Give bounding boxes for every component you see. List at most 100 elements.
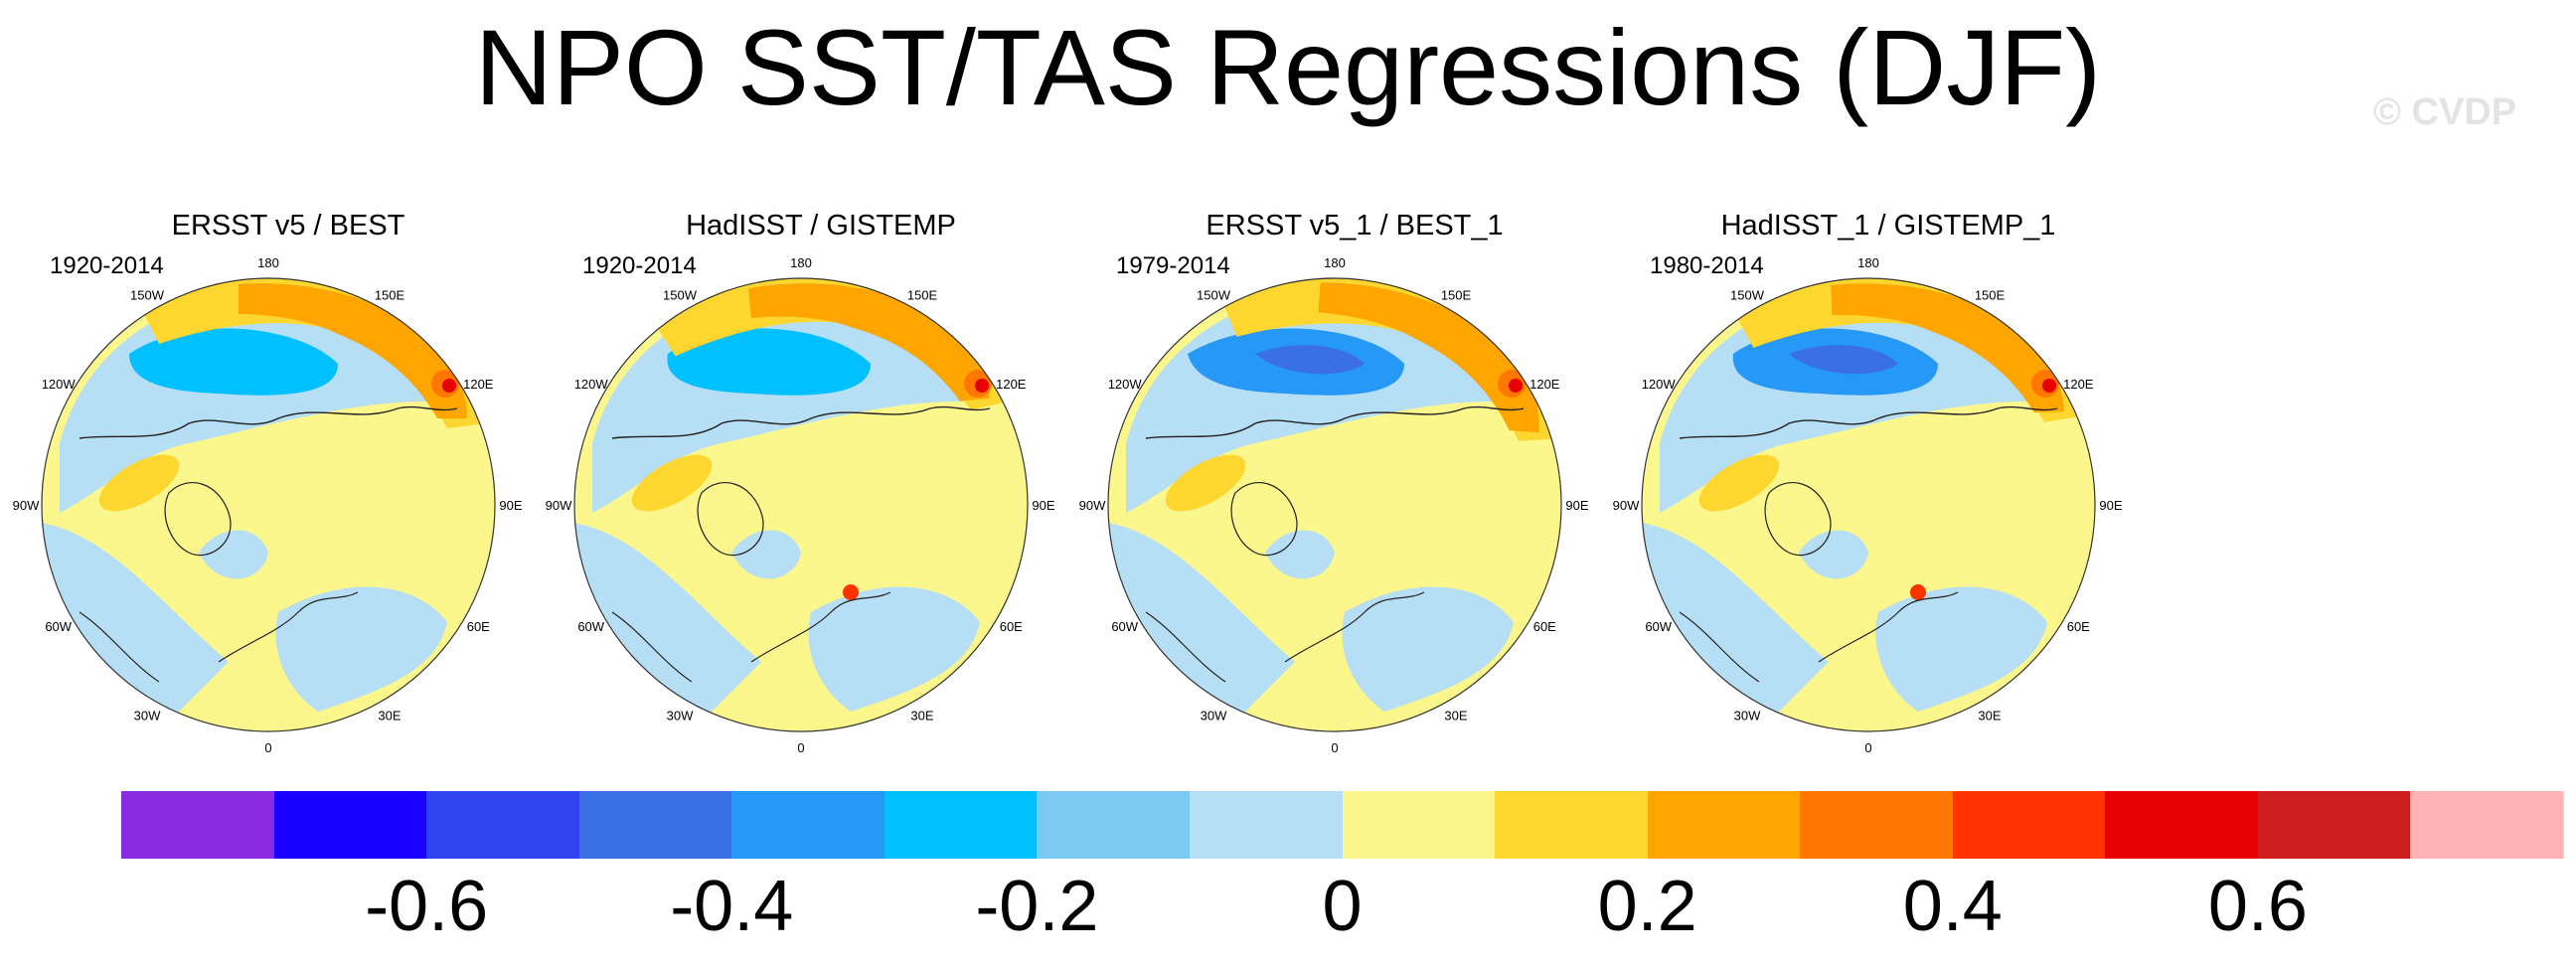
colorbar-tick-label: 0 <box>1322 867 1363 946</box>
coastline-europe <box>750 591 891 663</box>
map-field <box>574 278 1028 731</box>
longitude-label: 90E <box>2099 498 2122 513</box>
colorbar-swatch <box>1495 791 1649 859</box>
longitude-label: 180 <box>257 255 279 270</box>
longitude-label: 30W <box>1201 708 1227 723</box>
field-light-blue-arctic <box>199 530 268 579</box>
longitude-label: 90W <box>1613 498 1640 513</box>
longitude-label: 90E <box>1032 498 1054 513</box>
colorbar-swatch <box>1189 791 1344 859</box>
map-outline <box>1107 277 1562 732</box>
colorbar-swatch <box>121 791 275 859</box>
coastline-africa <box>611 611 693 683</box>
field-light-blue-arctic <box>1799 530 1868 579</box>
longitude-label: 90E <box>1565 498 1588 513</box>
longitude-label: 120E <box>1530 377 1560 392</box>
field-orange-america <box>98 454 180 512</box>
longitude-label: 60W <box>1111 619 1138 634</box>
field-light-blue-europe <box>275 586 447 712</box>
field-blue-band <box>129 328 338 396</box>
field-blue-band <box>667 328 871 396</box>
map-outline <box>41 277 496 732</box>
field-red-core <box>975 379 989 393</box>
field-deep-blue-core <box>1255 345 1365 375</box>
polar-map: 180 150E 120E 90E 60E 30E 0 30W 60W 90W 120W 150W <box>1079 255 1589 755</box>
map-panel-hadisst-gistemp-1: HadISST_1 / GISTEMP_1 1980-2014 180 150E 1… <box>1613 195 2157 755</box>
field-orange-band <box>1318 282 1539 433</box>
field-red-core <box>442 379 456 393</box>
coastline-greenland <box>1764 482 1832 557</box>
longitude-label: 150W <box>663 288 698 303</box>
field-light-blue-arctic <box>731 530 801 579</box>
panel-title: HadISST_1 / GISTEMP_1 <box>1720 210 2056 241</box>
colorbar <box>121 791 2564 859</box>
field-red-core <box>2042 379 2056 393</box>
coastline-africa <box>1679 611 1760 683</box>
field-red-europe <box>1910 584 1926 600</box>
longitude-label: 30W <box>1734 708 1761 723</box>
longitude-label: 0 <box>797 740 804 755</box>
longitude-label: 60E <box>1533 619 1556 634</box>
coastline-africa <box>1145 611 1226 683</box>
colorbar-swatch <box>2410 791 2564 859</box>
longitude-label: 150W <box>1197 288 1231 303</box>
colorbar-swatch <box>1342 791 1497 859</box>
coastline-greenland <box>1230 482 1298 557</box>
field-red-core <box>1509 379 1523 393</box>
map-panel-hadisst-gistemp: HadISST / GISTEMP 1920-2014 180 150E 120E 9… <box>546 195 1089 755</box>
coastline-africa <box>79 611 160 683</box>
longitude-label: 60W <box>577 619 604 634</box>
panel-years: 1979-2014 <box>1116 252 1230 279</box>
colorbar-swatch <box>426 791 580 859</box>
polar-map: 180 150E 120E 90E 60E 30E 0 30W 60W 90W 120W 150W <box>546 255 1055 755</box>
longitude-label: 120E <box>996 377 1027 392</box>
colorbar-swatch <box>273 791 428 859</box>
map-outline <box>1641 277 2096 732</box>
coastline-europe <box>218 591 359 663</box>
colorbar-swatch <box>578 791 733 859</box>
longitude-label: 30W <box>667 708 694 723</box>
field-orange-america <box>1698 454 1780 512</box>
longitude-label: 60E <box>467 619 490 634</box>
panel-years: 1920-2014 <box>50 252 164 279</box>
coastline-arctic-rim <box>1145 405 1525 439</box>
polar-map: 180 150E 120E 90E 60E 30E 0 30W 60W 90W 120W 150W <box>13 255 523 755</box>
longitude-label: 120W <box>1642 377 1677 392</box>
colorbar-swatch <box>1037 791 1191 859</box>
coastline-arctic-rim <box>79 405 458 439</box>
map-outline <box>573 277 1029 732</box>
colorbar-swatch <box>1952 791 2107 859</box>
panel-title: HadISST / GISTEMP <box>686 210 956 241</box>
coastline-europe <box>1284 591 1425 663</box>
coastline-arctic-rim <box>611 405 991 439</box>
colorbar-swatch <box>2105 791 2259 859</box>
colorbar-tick-label: 0.6 <box>2207 867 2308 946</box>
coastline-greenland <box>697 482 764 557</box>
colorbar-tick-label: -0.4 <box>670 867 794 946</box>
coastline-greenland <box>164 482 232 557</box>
longitude-label: 60W <box>1645 619 1672 634</box>
cvdp-watermark: © CVDP <box>2373 91 2517 133</box>
map-field <box>42 278 495 731</box>
colorbar-tick-label: -0.6 <box>365 867 489 946</box>
longitude-label: 0 <box>264 740 271 755</box>
colorbar-swatch <box>2257 791 2412 859</box>
longitude-label: 120E <box>2063 377 2094 392</box>
longitude-label: 150E <box>907 288 938 303</box>
map-field <box>1642 278 2095 731</box>
field-deep-blue-core <box>1789 345 1898 375</box>
field-orange-america <box>1165 454 1246 512</box>
colorbar-tick-label: 0.4 <box>1902 867 2003 946</box>
longitude-label: 150E <box>1441 288 1472 303</box>
colorbar-swatch <box>1647 791 1802 859</box>
longitude-label: 30E <box>378 708 401 723</box>
longitude-label: 30E <box>910 708 933 723</box>
longitude-label: 180 <box>790 255 812 270</box>
map-field <box>1108 278 1561 731</box>
panel-title: ERSST v5 / BEST <box>171 210 405 241</box>
longitude-label: 120E <box>463 377 494 392</box>
colorbar-swatch <box>884 791 1039 859</box>
longitude-label: 90W <box>1079 498 1106 513</box>
field-light-blue-europe <box>1875 586 2047 712</box>
colorbar-tick-label: 0.2 <box>1597 867 1697 946</box>
